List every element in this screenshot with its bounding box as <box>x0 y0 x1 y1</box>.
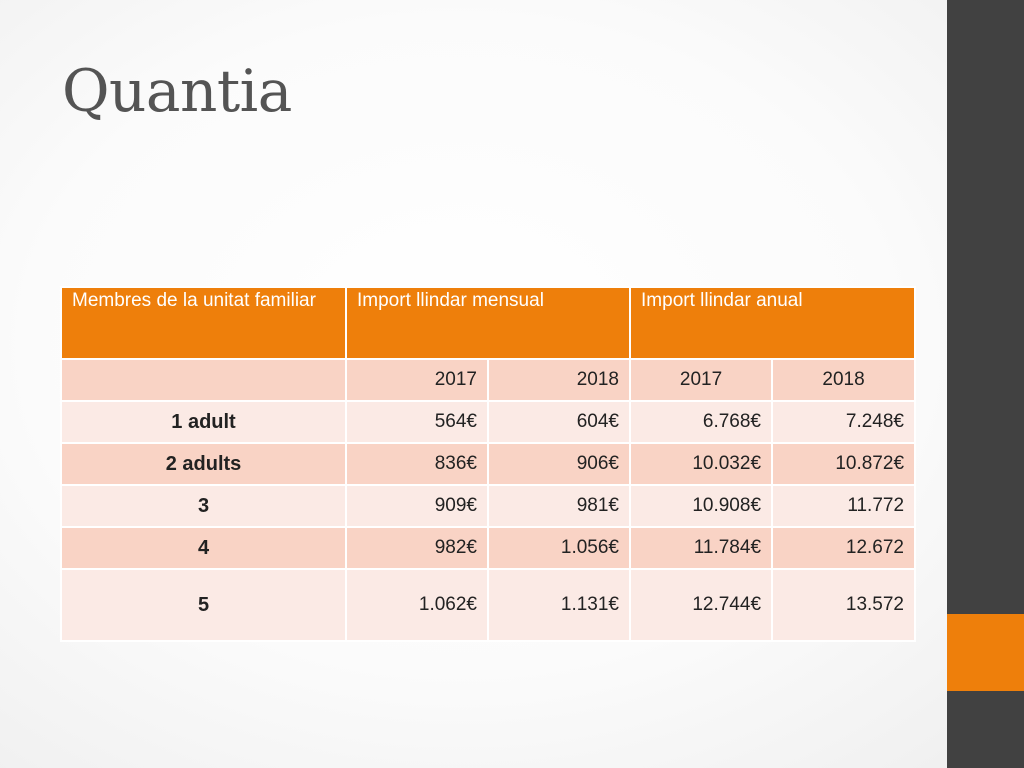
table-row: 3 909€ 981€ 10.908€ 11.772 <box>60 484 917 528</box>
header-monthly: Import llindar mensual <box>344 286 632 360</box>
table-row: 5 1.062€ 1.131€ 12.744€ 13.572 <box>60 568 917 642</box>
row-label: 5 <box>60 568 347 642</box>
table-row: 1 adult 564€ 604€ 6.768€ 7.248€ <box>60 400 917 444</box>
sidebar-accent-block <box>947 614 1024 691</box>
table-cell: 1.062€ <box>345 568 489 642</box>
threshold-table: Membres de la unitat familiar Import lli… <box>60 286 917 642</box>
table-row: 4 982€ 1.056€ 11.784€ 12.672 <box>60 526 917 570</box>
table-cell: 982€ <box>345 526 489 570</box>
row-label: 1 adult <box>60 400 347 444</box>
table-cell: 12.744€ <box>629 568 774 642</box>
table-cell: 10.032€ <box>629 442 774 486</box>
table-cell: 981€ <box>486 484 632 528</box>
year-cell: 2018 <box>771 358 917 402</box>
table-header-row: Membres de la unitat familiar Import lli… <box>60 286 917 360</box>
table-cell: 1.131€ <box>486 568 632 642</box>
year-cell: 2018 <box>486 358 632 402</box>
table-cell: 10.908€ <box>629 484 774 528</box>
row-label: 3 <box>60 484 347 528</box>
table-cell: 906€ <box>486 442 632 486</box>
table-cell: 11.784€ <box>629 526 774 570</box>
table-row: 2 adults 836€ 906€ 10.032€ 10.872€ <box>60 442 917 486</box>
table-cell: 1.056€ <box>486 526 632 570</box>
table-cell: 6.768€ <box>629 400 774 444</box>
year-cell: 2017 <box>629 358 774 402</box>
header-members: Membres de la unitat familiar <box>60 286 347 360</box>
year-cell-empty <box>60 358 347 402</box>
table-cell: 12.672 <box>771 526 917 570</box>
table-cell: 604€ <box>486 400 632 444</box>
table-cell: 909€ <box>345 484 489 528</box>
table-cell: 13.572 <box>771 568 917 642</box>
table-cell: 10.872€ <box>771 442 917 486</box>
row-label: 2 adults <box>60 442 347 486</box>
year-cell: 2017 <box>345 358 489 402</box>
slide-title: Quantia <box>62 57 292 125</box>
table-cell: 564€ <box>345 400 489 444</box>
table-cell: 11.772 <box>771 484 917 528</box>
table-cell: 7.248€ <box>771 400 917 444</box>
years-row: 2017 2018 2017 2018 <box>60 358 917 402</box>
row-label: 4 <box>60 526 347 570</box>
header-annual: Import llindar anual <box>629 286 917 360</box>
table-cell: 836€ <box>345 442 489 486</box>
